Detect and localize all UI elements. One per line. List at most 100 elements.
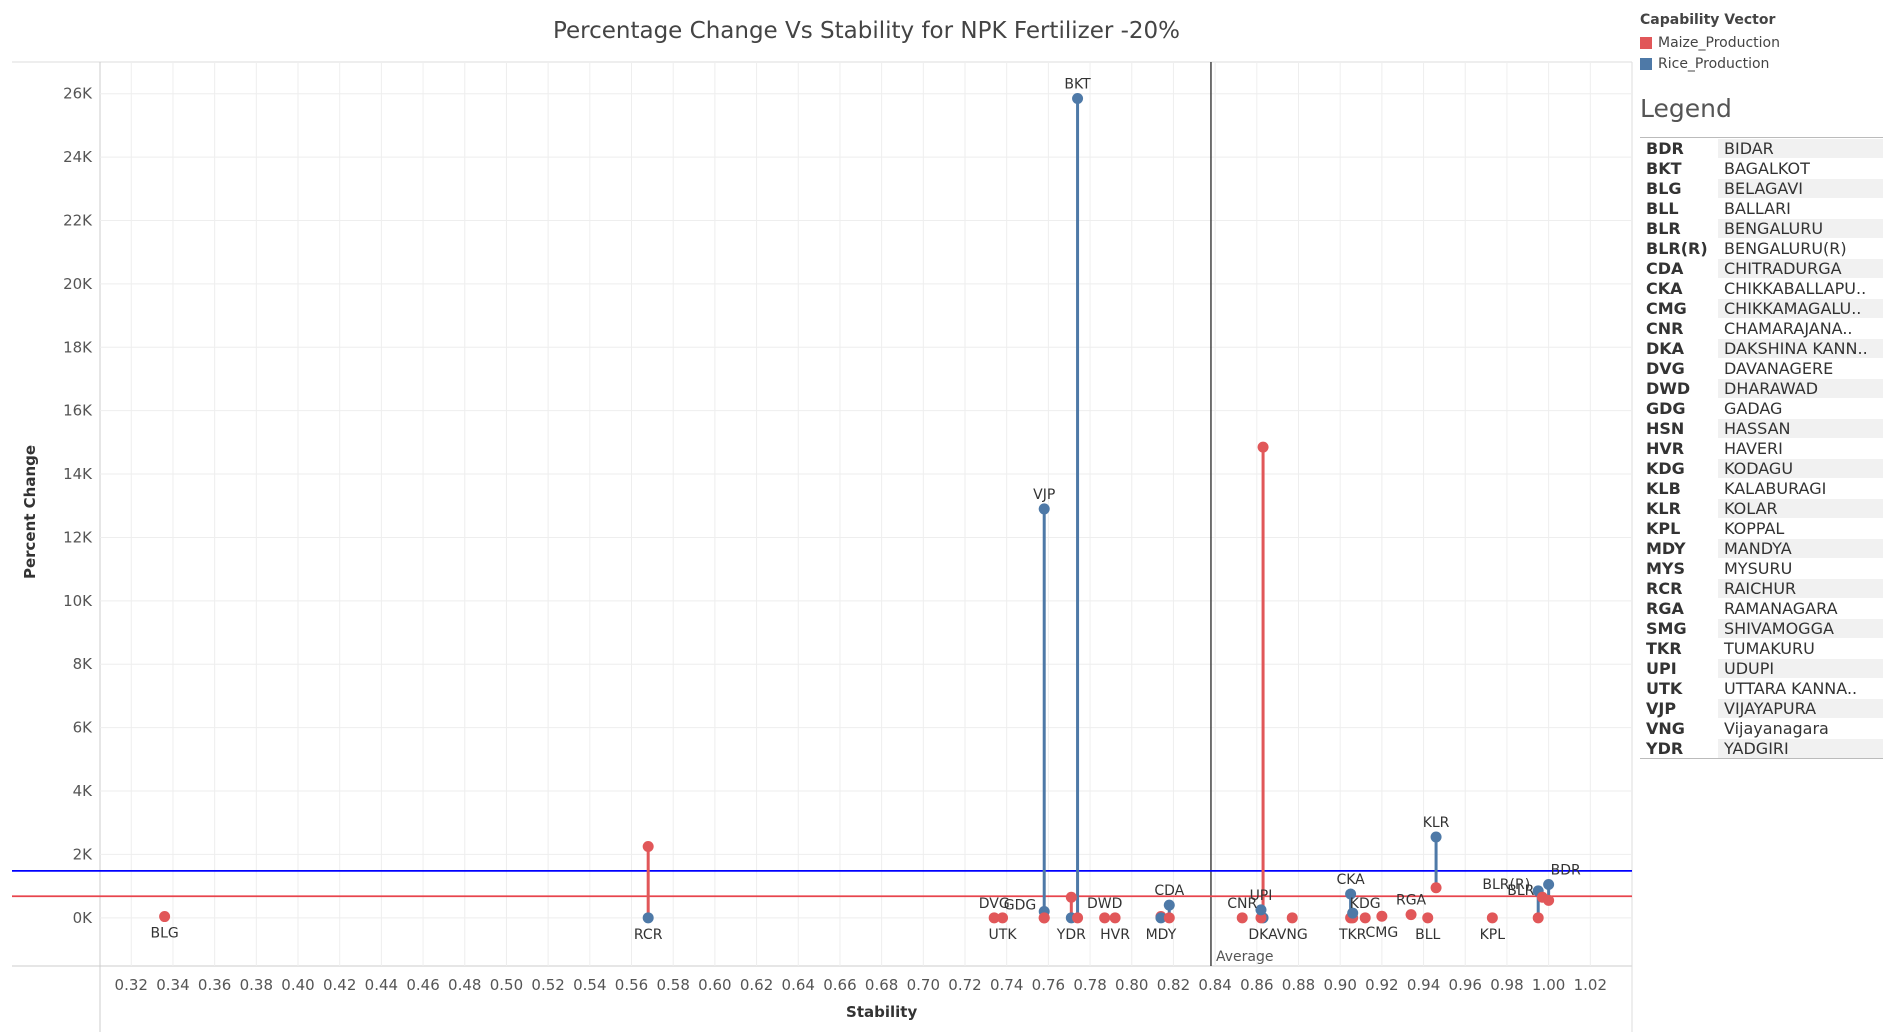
rice-point-rcr — [642, 912, 654, 924]
legend-code: VNG — [1646, 718, 1685, 738]
legend-district-name: DAKSHINA KANN.. — [1718, 338, 1883, 358]
maize-point-dka — [1257, 441, 1269, 453]
side-panel: Capability Vector Maize_Production Rice_P… — [1640, 12, 1883, 759]
y-tick-label: 4K — [73, 782, 94, 800]
point-label-vng: VNG — [1277, 927, 1308, 943]
legend-code: RGA — [1646, 598, 1684, 618]
legend-row: BDR BIDAR — [1640, 138, 1883, 158]
maize-point-dwd — [1099, 912, 1111, 924]
maize-point-klr — [1430, 882, 1442, 894]
point-label-cda: CDA — [1154, 883, 1184, 899]
legend-row: DKA DAKSHINA KANN.. — [1640, 338, 1883, 358]
rice-point-vjp — [1038, 503, 1050, 515]
legend-code: BLL — [1646, 198, 1679, 218]
y-tick-label: 2K — [73, 845, 94, 863]
legend-district-name: Vijayanagara — [1724, 718, 1829, 738]
maize-point-cnr — [1236, 912, 1248, 924]
legend-row: CKA CHIKKABALLAPU.. — [1640, 278, 1883, 298]
rice-point-upi — [1255, 904, 1267, 916]
x-tick-label: 0.38 — [240, 976, 273, 994]
point-label-blr(r): BLR(R) — [1482, 877, 1530, 893]
point-label-upi: UPI — [1250, 888, 1273, 904]
point-label-dka: DKA — [1248, 927, 1278, 943]
color-swatch — [1640, 57, 1652, 70]
y-axis-title: Percent Change — [21, 445, 39, 579]
maize-point-vjp — [1038, 912, 1050, 924]
capability-vector-label: Rice_Production — [1658, 55, 1770, 72]
point-label-rga: RGA — [1396, 893, 1427, 909]
y-tick-label: 16K — [63, 402, 93, 420]
capability-vector-title: Capability Vector — [1640, 12, 1776, 28]
color-swatch — [1640, 36, 1652, 49]
x-tick-label: 0.66 — [823, 976, 856, 994]
maize-point-bll — [1422, 912, 1434, 924]
x-tick-label: 0.42 — [323, 976, 356, 994]
x-axis-title: Stability — [846, 1003, 917, 1021]
legend-district-name: CHITRADURGA — [1718, 258, 1883, 278]
legend-code: VJP — [1646, 698, 1677, 718]
y-tick-label: 10K — [63, 592, 93, 610]
legend-district-name: CHAMARAJANA.. — [1724, 318, 1853, 338]
legend-code: TKR — [1646, 638, 1682, 658]
x-tick-label: 0.92 — [1365, 976, 1398, 994]
legend-district-name: RAMANAGARA — [1724, 598, 1838, 618]
scatter-plot[interactable]: 0.32 0.34 0.36 0.38 0.40 0.42 0.44 0.46 0.48 0.50… — [0, 0, 1640, 1032]
point-label-klr: KLR — [1423, 815, 1450, 831]
x-tick-label: 0.82 — [1157, 976, 1190, 994]
legend-district-name: CHIKKABALLAPU.. — [1724, 278, 1867, 298]
x-tick-label: 0.72 — [948, 976, 981, 994]
legend-code: HVR — [1646, 438, 1685, 458]
x-tick-label: 0.50 — [490, 976, 523, 994]
x-tick-label: 0.90 — [1323, 976, 1356, 994]
x-tick-label: 0.32 — [115, 976, 148, 994]
rice-point-klr — [1430, 831, 1442, 843]
maize-point-rcr — [642, 841, 654, 853]
legend-row: BLL BALLARI — [1640, 198, 1883, 218]
capability-vector-item[interactable]: Rice_Production — [1640, 53, 1883, 74]
x-tick-label: 0.52 — [531, 976, 564, 994]
x-tick-label: 0.88 — [1282, 976, 1315, 994]
rice-point-bdr — [1543, 879, 1555, 891]
point-label-ydr: YDR — [1056, 927, 1086, 943]
capability-vector-legend[interactable]: Maize_Production Rice_Production — [1640, 32, 1883, 74]
legend-row: DVG DAVANAGERE — [1640, 358, 1883, 378]
point-label-bkt: BKT — [1064, 76, 1091, 92]
legend-row: KPL KOPPAL — [1640, 518, 1883, 538]
legend-row: VJP VIJAYAPURA — [1640, 698, 1883, 718]
legend-row: DWD DHARAWAD — [1640, 378, 1883, 398]
x-tick-label: 0.54 — [573, 976, 606, 994]
x-tick-label: 0.80 — [1115, 976, 1148, 994]
legend-code: SMG — [1646, 618, 1687, 638]
y-tick-label: 22K — [63, 211, 93, 229]
maize-point-bdr — [1543, 894, 1555, 906]
legend-district-name: BELAGAVI — [1718, 178, 1883, 198]
legend-district-name: BALLARI — [1724, 198, 1791, 218]
x-tick-label: 0.44 — [365, 976, 398, 994]
legend-district-name: DHARAWAD — [1718, 378, 1883, 398]
y-tick-label: 12K — [63, 528, 93, 546]
legend-code: YDR — [1646, 738, 1684, 758]
legend-row: VNG Vijayanagara — [1640, 718, 1883, 738]
legend-district-name: UDUPI — [1718, 658, 1883, 678]
legend-code: KDG — [1646, 458, 1685, 478]
legend-district-name: HAVERI — [1724, 438, 1783, 458]
maize-point-blg — [159, 911, 171, 923]
x-tick-label: 0.58 — [656, 976, 689, 994]
legend-row: BKT BAGALKOT — [1640, 158, 1883, 178]
capability-vector-item[interactable]: Maize_Production — [1640, 32, 1883, 53]
legend-district-name: CHIKKAMAGALU.. — [1718, 298, 1883, 318]
legend-code: CMG — [1646, 298, 1687, 318]
point-label-vjp: VJP — [1033, 487, 1055, 503]
legend-row: CMG CHIKKAMAGALU.. — [1640, 298, 1883, 318]
x-tick-label: 0.56 — [615, 976, 648, 994]
legend-district-name: KALABURAGI — [1724, 478, 1827, 498]
rice-point-cka — [1345, 888, 1357, 900]
legend-district-name: HASSAN — [1718, 418, 1883, 438]
legend-row: UPI UDUPI — [1640, 658, 1883, 678]
legend-code: GDG — [1646, 398, 1686, 418]
x-tick-label: 0.60 — [698, 976, 731, 994]
legend-code: HSN — [1646, 418, 1685, 438]
legend-row: HSN HASSAN — [1640, 418, 1883, 438]
legend-district-name: MYSURU — [1724, 558, 1793, 578]
x-tick-label: 0.78 — [1073, 976, 1106, 994]
